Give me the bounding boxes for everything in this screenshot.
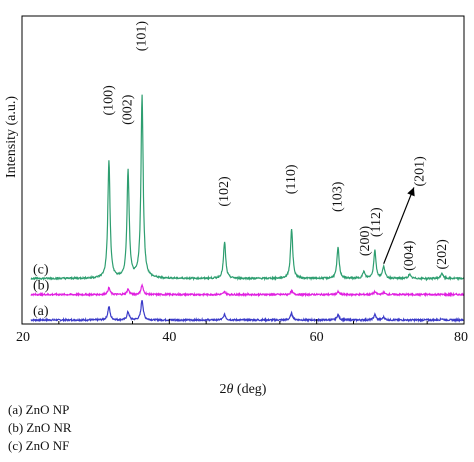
legend-item-b: (b) ZnO NR — [8, 420, 72, 435]
peak-label: (200) — [358, 225, 373, 256]
x-axis-label: 2θ (deg) — [220, 382, 267, 397]
x-tick-label: 80 — [454, 330, 468, 345]
series-label-2: (c) — [33, 262, 49, 277]
plot-frame — [21, 15, 465, 325]
peak-label: (004) — [402, 240, 417, 271]
peak-label: (102) — [217, 176, 232, 207]
series-line-2 — [30, 94, 465, 282]
series-label-0: (a) — [33, 304, 49, 319]
series-line-1 — [30, 283, 465, 298]
legend-item-a: (a) ZnO NP — [8, 402, 70, 417]
peak-label: (110) — [284, 164, 299, 194]
annotation-arrow-head — [407, 187, 415, 197]
series-label-1: (b) — [33, 279, 50, 294]
legend-item-c: (c) ZnO NF — [8, 438, 70, 453]
xrd-chart: 20 40 60 80 (100) (002)(101)(102) (110)(103)(… — [4, 15, 468, 397]
peak-label: (202) — [435, 239, 450, 270]
peak-label: (100) — [101, 85, 116, 116]
series-labels: (a) (b) (c) — [33, 262, 50, 319]
peak-label: (112) — [369, 207, 384, 237]
x-tick-label: 20 — [16, 330, 30, 345]
peak-label: (103) — [331, 181, 346, 212]
series-line-0 — [30, 300, 465, 323]
plot-lines — [30, 94, 465, 323]
x-tick-label: 40 — [162, 330, 176, 345]
x-axis-ticks: 20 40 60 80 — [16, 319, 468, 345]
peak-annotations: (100) (002) (101) (102) (110) (103) (200)(112)… — [101, 21, 450, 271]
peak-label: (201) — [412, 156, 427, 187]
legend: (a) ZnO NP (b) ZnO NR (c) ZnO NF — [8, 401, 72, 455]
y-axis-label: Intensity (a.u.) — [4, 96, 19, 178]
annotation-arrow-line — [383, 187, 415, 264]
peak-label: (002) — [121, 94, 136, 125]
peak-label: (101) — [135, 21, 150, 52]
x-tick-label: 60 — [310, 330, 324, 345]
